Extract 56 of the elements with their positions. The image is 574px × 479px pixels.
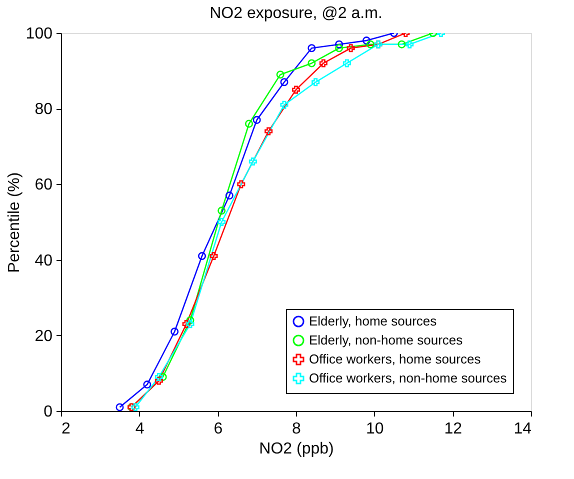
x-tick-label: 10 xyxy=(366,420,384,438)
point xyxy=(280,100,288,109)
point xyxy=(276,70,284,79)
point xyxy=(366,40,374,48)
point xyxy=(362,36,371,45)
chart-title: NO2 exposure, @2 a.m. xyxy=(210,5,382,22)
x-tick-label: 2 xyxy=(62,420,70,438)
legend-label: Office workers, non-home sources xyxy=(309,370,508,386)
point xyxy=(131,403,140,411)
x-tick-label: 14 xyxy=(514,420,532,438)
point xyxy=(248,158,257,166)
legend-label: Elderly, home sources xyxy=(309,314,438,328)
y-tick-label: 40 xyxy=(34,252,53,270)
point xyxy=(154,372,163,381)
point xyxy=(158,372,167,381)
x-tick-label: 6 xyxy=(214,420,223,438)
y-tick-label: 60 xyxy=(34,176,53,194)
point xyxy=(170,328,179,336)
point xyxy=(237,180,246,188)
point xyxy=(116,403,124,411)
point xyxy=(280,78,288,86)
point xyxy=(346,44,355,52)
point xyxy=(308,59,316,68)
x-axis-title: NO2 (ppb) xyxy=(259,440,334,458)
x-tick-label: 12 xyxy=(444,420,462,438)
point xyxy=(252,116,261,124)
point xyxy=(244,120,254,128)
x-tick-label: 4 xyxy=(135,420,144,438)
point xyxy=(218,206,226,215)
legend-label: Elderly, non-home sources xyxy=(309,332,464,348)
point xyxy=(264,127,273,136)
point xyxy=(225,192,234,200)
point xyxy=(319,59,328,68)
point xyxy=(218,218,226,226)
point xyxy=(143,380,152,389)
y-tick-label: 0 xyxy=(44,404,53,420)
point xyxy=(198,252,206,260)
y-tick-label: 100 xyxy=(26,26,53,42)
point xyxy=(335,44,344,52)
point xyxy=(210,252,218,260)
y-axis-title: Percentile (%) xyxy=(6,172,23,273)
x-tick-label: 8 xyxy=(292,420,302,438)
point xyxy=(335,40,344,48)
point xyxy=(186,320,194,328)
y-tick-label: 80 xyxy=(34,101,53,118)
legend-label: Office workers, home sources xyxy=(309,352,482,366)
y-tick-label: 20 xyxy=(34,328,53,345)
point xyxy=(154,376,163,385)
point xyxy=(398,40,406,48)
point xyxy=(186,316,194,324)
point xyxy=(308,44,316,52)
point xyxy=(292,86,300,94)
point xyxy=(406,40,414,48)
point xyxy=(182,320,190,328)
point xyxy=(342,59,351,68)
point xyxy=(312,78,320,86)
